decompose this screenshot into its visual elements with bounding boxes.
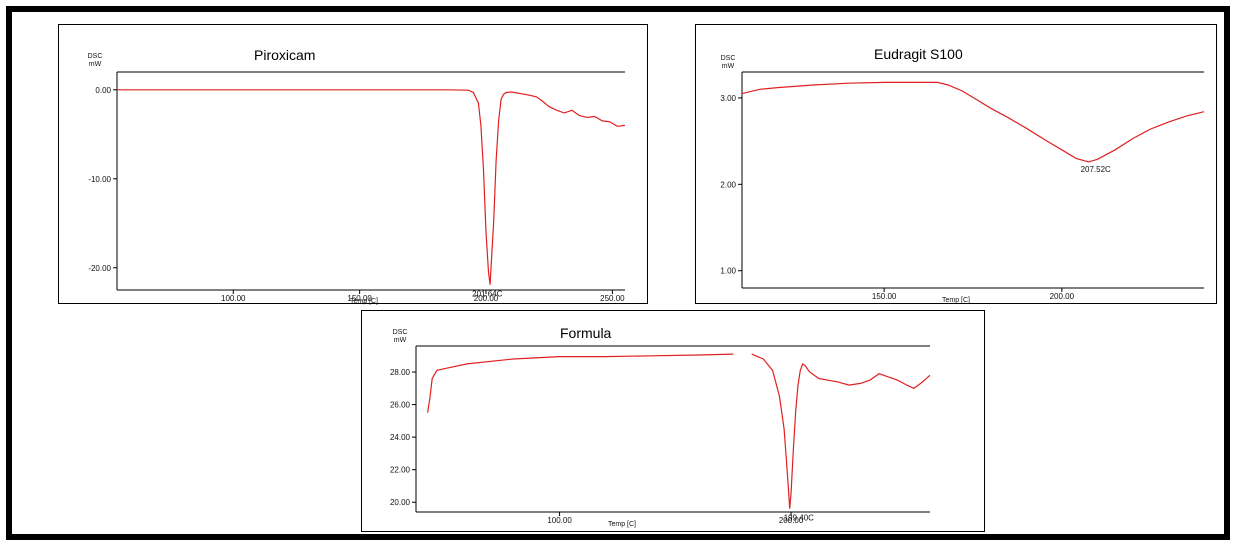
x-tick-label: 100.00 xyxy=(221,294,246,303)
chart-title: Formula xyxy=(560,325,612,341)
peak-annotation: 199.40C xyxy=(784,514,814,523)
y-axis-label: DSC xyxy=(393,329,408,336)
x-tick-label: 200.00 xyxy=(1050,292,1075,301)
chart-panel-piroxicam: Piroxicam DSC mW Temp [C] 0.00 -10.00 -20.00 10… xyxy=(58,24,648,305)
x-tick-label: 100.00 xyxy=(547,516,572,525)
x-axis-label: Temp [C] xyxy=(350,298,378,305)
dsc-trace-line xyxy=(741,81,1205,163)
chart-title: Eudragit S100 xyxy=(874,46,963,62)
figure-frame: Piroxicam DSC mW Temp [C] 0.00 -10.00 -20.00 10… xyxy=(6,6,1230,540)
y-tick-label: 3.00 xyxy=(720,94,736,103)
y-tick-label: -20.00 xyxy=(88,264,111,273)
x-tick-label: 150.00 xyxy=(347,294,372,303)
axes xyxy=(415,345,930,513)
x-axis-label: Temp [C] xyxy=(942,297,970,304)
x-tick-label: 250.00 xyxy=(600,294,625,303)
chart-title: Piroxicam xyxy=(254,47,315,63)
y-tick-label: 2.00 xyxy=(720,180,736,189)
y-tick-label: 22.00 xyxy=(390,466,411,475)
chart-panel-eudragit: Eudragit S100 DSC mW Temp [C] 3.00 2.00 1.00 15… xyxy=(695,24,1217,304)
peak-annotation: 201.64C xyxy=(472,290,502,299)
y-tick-label: 20.00 xyxy=(390,498,411,507)
y-axis-unit: mW xyxy=(89,61,102,68)
y-tick-label: -10.00 xyxy=(88,175,111,184)
y-tick-label: 24.00 xyxy=(390,433,411,442)
x-tick-label: 200.00 xyxy=(474,294,499,303)
peak-annotation: 207.52C xyxy=(1081,165,1111,174)
x-axis-label: Temp [C] xyxy=(608,521,636,528)
x-tick-label: 200.00 xyxy=(779,516,804,525)
y-tick-label: 0.00 xyxy=(95,86,111,95)
y-tick-label: 28.00 xyxy=(390,368,411,377)
y-axis-label: DSC xyxy=(721,55,736,62)
dsc-trace-line xyxy=(117,89,626,285)
y-axis-unit: mW xyxy=(394,337,407,344)
y-tick-label: 1.00 xyxy=(720,267,736,276)
y-axis-label: DSC xyxy=(88,53,103,60)
y-tick-label: 26.00 xyxy=(390,401,411,410)
axes xyxy=(116,71,625,291)
dsc-trace-line xyxy=(751,353,931,509)
chart-panel-formula: Formula DSC mW Temp [C] 28.00 26.00 24.00 22.00… xyxy=(361,310,985,532)
dsc-trace-line xyxy=(427,353,734,413)
axes xyxy=(741,71,1204,289)
y-axis-unit: mW xyxy=(722,63,735,70)
x-tick-label: 150.00 xyxy=(872,292,897,301)
